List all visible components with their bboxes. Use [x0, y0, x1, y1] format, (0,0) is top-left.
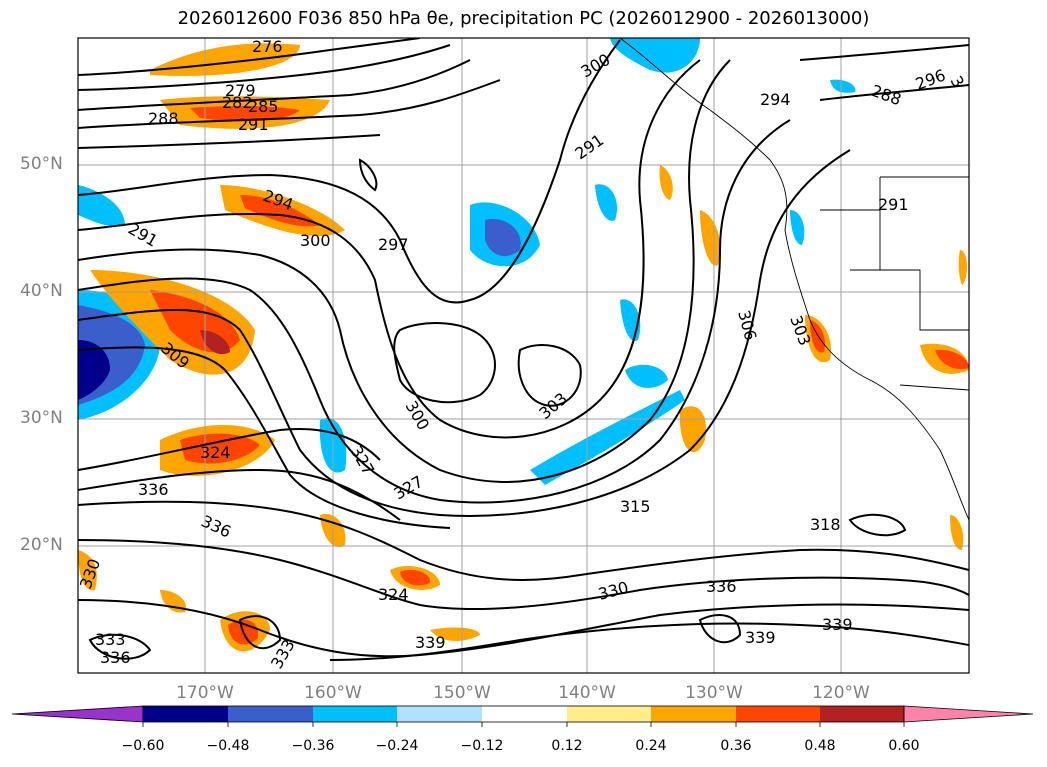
colorbar-tick-label: −0.48 [206, 738, 250, 754]
pos-anomaly-south3 [430, 627, 480, 642]
contour-label: 336 [138, 480, 169, 499]
contour-label: 333 [95, 630, 126, 649]
lat-label-50n: 50°N [20, 154, 63, 174]
neg-anomaly-center-core [485, 219, 521, 257]
pos-anomaly-south5 [160, 590, 186, 613]
neg-anomaly-mid2 [625, 364, 668, 389]
pos-anomaly-east-core [935, 349, 969, 370]
neg-anomaly-jet [530, 390, 685, 485]
pos-anomaly-coast3 [659, 165, 673, 200]
contour-label: 291 [238, 115, 269, 134]
colorbar-bin [313, 706, 397, 722]
neg-anomaly-coast1 [595, 184, 618, 221]
colorbar-tick-label: 0.36 [720, 738, 752, 754]
contour-label: 279 [225, 81, 256, 100]
colorbar-bin [482, 706, 567, 722]
contour-label: 294 [760, 90, 791, 109]
pos-anomaly-324-core [180, 433, 260, 464]
contour-label: 300 [300, 231, 331, 250]
theta-e-contours [78, 38, 969, 661]
map-frame [77, 37, 970, 674]
lat-label-40n: 40°N [20, 281, 63, 301]
pos-anomaly-coast1 [700, 210, 721, 266]
neg-anomaly-east [830, 79, 856, 93]
neg-anomaly-nw [78, 185, 125, 227]
colorbar [11, 705, 1034, 727]
lon-label-170w: 170°W [176, 683, 234, 703]
colorbar-bin [228, 706, 313, 722]
contour-label: 297 [378, 235, 409, 254]
lon-label-120w: 120°W [812, 683, 870, 703]
colorbar-extend-high [903, 705, 1034, 723]
lat-label-30n: 30°N [20, 408, 63, 428]
contour-label: 288 [148, 109, 179, 128]
pos-anomaly-west-deep [200, 330, 230, 355]
lat-label-20n: 20°N [20, 535, 63, 555]
contour-label: 285 [248, 97, 279, 116]
contour-label: 276 [252, 37, 283, 56]
contour-label: 336 [706, 577, 737, 596]
colorbar-bin [736, 706, 820, 722]
colorbar-frame [142, 705, 905, 723]
contour-label: 282 [222, 93, 253, 112]
colorbar-tick-label: 0.60 [888, 738, 920, 754]
colorbar-bin [820, 706, 904, 722]
colorbar-bin [143, 706, 228, 722]
colorbar-tick-label: 0.48 [804, 738, 836, 754]
colorbar-extend-low [11, 705, 144, 723]
state-border-1 [879, 177, 969, 331]
contour-label: 318 [810, 515, 841, 534]
contour-label: 339 [745, 628, 776, 647]
neg-anomaly-west-deep [78, 340, 110, 400]
colorbar-bin [567, 706, 651, 722]
pos-anomaly-north2-core [190, 105, 300, 122]
pos-anomaly-coast4 [958, 250, 968, 285]
colorbar-tick-label: 0.24 [635, 738, 667, 754]
colorbar-tick-label: −0.12 [460, 738, 504, 754]
pos-anomaly-east2 [950, 515, 964, 550]
colorbar-tick-label: −0.24 [375, 738, 419, 754]
us-mexico-border [899, 384, 969, 391]
contour-label: 315 [620, 497, 651, 516]
colorbar-bin [651, 706, 736, 722]
contour-label: 336 [100, 648, 131, 667]
lon-label-140w: 140°W [558, 683, 616, 703]
colorbar-tick-label: −0.60 [121, 738, 165, 754]
gridlines [78, 38, 969, 673]
neg-anomaly-north [610, 38, 700, 73]
lon-label-150w: 150°W [433, 683, 491, 703]
coastlines [619, 38, 969, 521]
contour-label: 291 [878, 195, 909, 214]
neg-anomaly-coast2 [790, 210, 805, 245]
colorbar-tick-label: 0.12 [551, 738, 583, 754]
lon-label-160w: 160°W [304, 683, 362, 703]
contour-label: 324 [200, 443, 231, 462]
contour-label: 324 [378, 585, 409, 604]
colorbar-tick-label: −0.36 [291, 738, 335, 754]
map-title: 2026012600 F036 850 hPa θe, precipitatio… [177, 8, 870, 29]
lon-label-130w: 130°W [685, 683, 743, 703]
precip-shading [78, 38, 969, 652]
colorbar-bin [397, 706, 482, 722]
contour-label: 339 [415, 633, 446, 652]
pos-anomaly-sw [78, 550, 97, 591]
pos-anomaly-south2-core [400, 569, 431, 586]
contour-label: 339 [822, 615, 853, 634]
north-america-coast [619, 38, 969, 521]
